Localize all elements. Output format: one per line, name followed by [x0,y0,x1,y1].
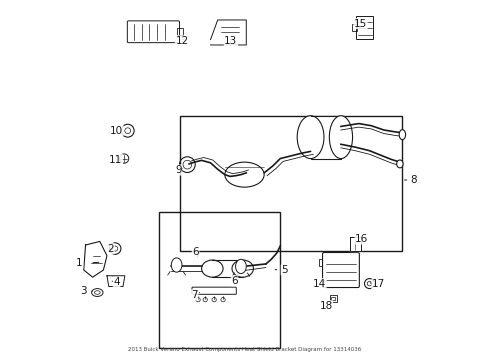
Bar [331,297,334,300]
Text: 4: 4 [113,277,120,287]
Text: 7: 7 [191,290,198,300]
Text: 10: 10 [110,126,123,136]
Text: 2013 Buick Verano Exhaust Components Heat Shield Bracket Diagram for 13314036: 2013 Buick Verano Exhaust Components Hea… [128,347,360,352]
Text: 3: 3 [80,287,87,296]
Text: 13: 13 [224,36,237,46]
Text: 2: 2 [107,244,114,253]
Text: 12: 12 [175,36,188,46]
Text: 6: 6 [231,276,237,286]
Bar [176,28,183,35]
Bar [212,260,242,277]
Text: 14: 14 [312,279,325,289]
Ellipse shape [231,260,253,277]
Ellipse shape [328,116,352,158]
Ellipse shape [91,289,103,296]
Ellipse shape [94,291,100,294]
Bar [318,259,325,266]
FancyBboxPatch shape [322,252,359,288]
Polygon shape [83,242,107,277]
Bar [351,24,356,31]
Text: 6: 6 [192,247,199,257]
Bar [329,295,336,302]
Ellipse shape [201,260,223,277]
Bar [356,16,373,39]
Text: 15: 15 [353,18,366,28]
Text: 18: 18 [319,301,332,311]
Text: 11: 11 [109,155,122,165]
Polygon shape [107,276,124,287]
Text: 8: 8 [409,175,416,185]
Ellipse shape [398,130,405,140]
Text: 1: 1 [76,258,82,268]
Ellipse shape [224,162,264,187]
Bar [180,116,401,251]
Polygon shape [210,20,246,45]
FancyBboxPatch shape [192,287,236,294]
Ellipse shape [297,116,324,158]
Text: 16: 16 [354,234,367,244]
Ellipse shape [235,259,246,274]
Ellipse shape [396,160,402,168]
Text: 17: 17 [371,279,384,289]
Polygon shape [349,237,360,251]
Text: 9: 9 [175,165,182,175]
Bar [159,212,280,348]
Bar [310,116,340,158]
Text: 5: 5 [281,265,287,275]
FancyBboxPatch shape [127,21,179,42]
Ellipse shape [171,258,182,272]
